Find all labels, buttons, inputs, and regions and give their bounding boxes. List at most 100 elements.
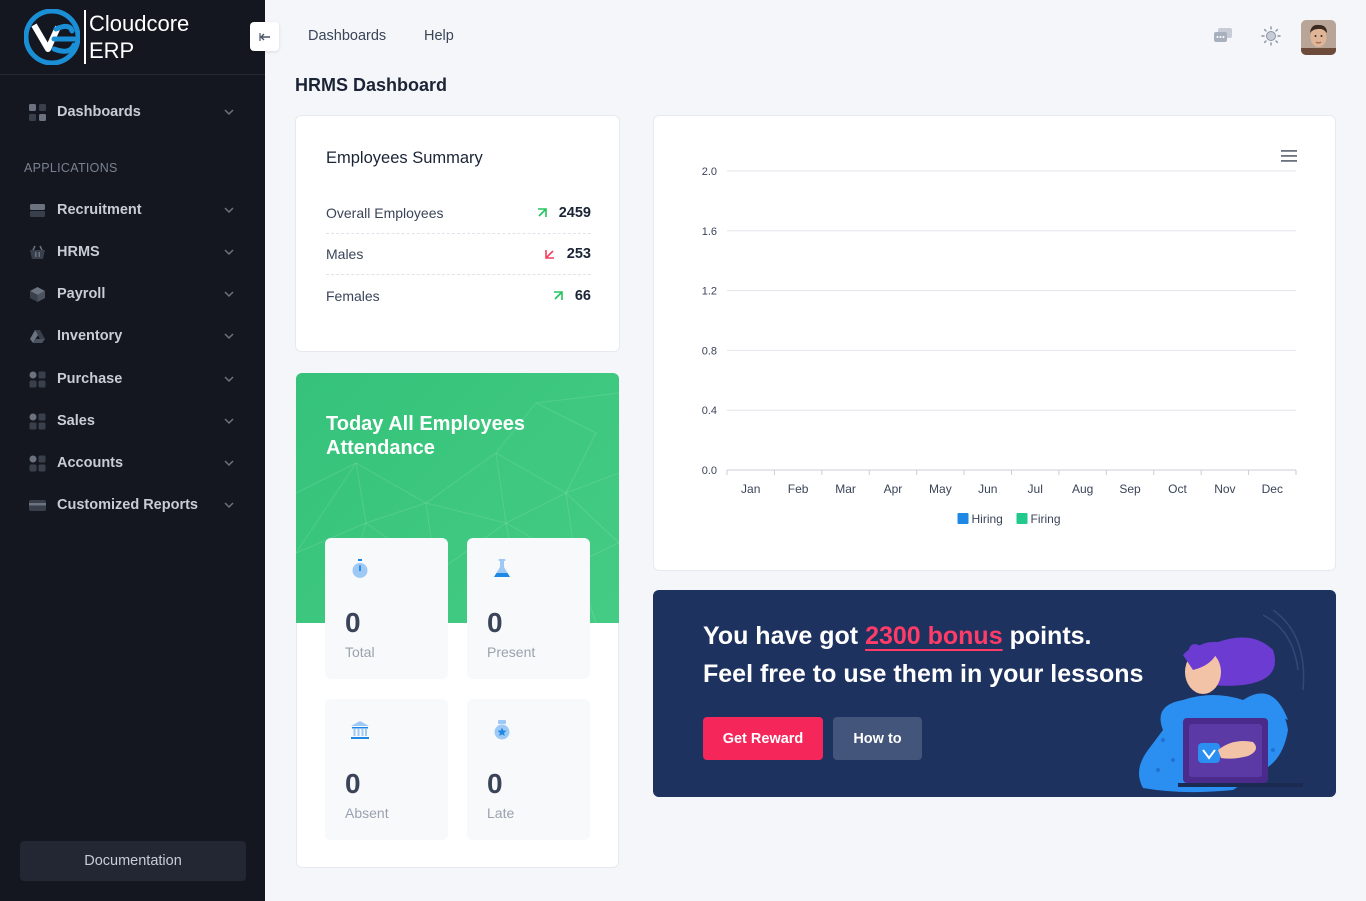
apps-icon (28, 370, 46, 388)
summary-row-value: 66 (574, 287, 591, 304)
sidebar-item-label: Sales (57, 413, 95, 429)
summary-row-males: Males 253 (326, 233, 591, 274)
y-tick-label: 0.0 (702, 465, 717, 477)
tile-label: Absent (345, 805, 389, 821)
chevron-down-icon (224, 207, 234, 214)
sidebar: Cloudcore ERP Dashboards APPLICATIONS Re… (0, 0, 265, 901)
summary-row-females: Females 66 (326, 275, 591, 316)
sidebar-item-label: Customized Reports (57, 497, 198, 513)
trend-down-icon (544, 249, 554, 259)
y-tick-label: 2.0 (702, 166, 717, 178)
basket-icon (28, 243, 46, 261)
sidebar-item-label: Purchase (57, 371, 123, 387)
chevron-down-icon (224, 249, 234, 256)
bonus-banner: You have got 2300 bonus points. Feel fre… (653, 590, 1336, 797)
nav-link-help[interactable]: Help (424, 28, 454, 44)
sidebar-item-purchase[interactable]: Purchase (0, 363, 265, 395)
user-avatar[interactable] (1301, 20, 1336, 55)
x-tick-label: Jun (978, 482, 997, 496)
y-tick-label: 0.8 (702, 345, 717, 357)
attendance-tile-present: 0 Present (467, 538, 590, 679)
x-tick-label: Sep (1119, 482, 1141, 496)
bonus-headline: You have got 2300 bonus points. (703, 622, 1092, 651)
x-tick-label: Aug (1072, 482, 1093, 496)
sun-icon[interactable] (1259, 24, 1283, 48)
attendance-tile-late: 0 Late (467, 699, 590, 840)
tile-value: 0 (345, 607, 361, 638)
attendance-title: Today All Employees Attendance (326, 413, 525, 459)
bank-icon (349, 719, 371, 741)
sidebar-item-accounts[interactable]: Accounts (0, 447, 265, 479)
sidebar-item-sales[interactable]: Sales (0, 405, 265, 437)
summary-row-label: Females (326, 287, 380, 304)
bonus-subline: Feel free to use them in your lessons (703, 660, 1144, 688)
legend-label: Firing (1031, 512, 1061, 526)
tile-value: 0 (487, 607, 503, 638)
sidebar-item-label: Payroll (57, 286, 106, 302)
badge-icon (491, 719, 513, 741)
x-tick-label: Jan (741, 482, 760, 496)
brand-name: Cloudcore ERP (84, 10, 189, 64)
summary-row-value: 253 (566, 245, 591, 262)
sidebar-item-label: Inventory (57, 328, 123, 344)
trend-up-icon (553, 290, 563, 300)
sidebar-item-payroll[interactable]: Payroll (0, 278, 265, 310)
hiring-firing-chart-card: 0.0 0.4 0.8 1.2 1.6 2.0 Jan Feb Mar Apr May Jun Jul A… (653, 115, 1336, 571)
hamburger-menu-icon[interactable] (1281, 150, 1297, 162)
tile-value: 0 (345, 768, 361, 799)
cube-icon (28, 285, 46, 303)
chevron-down-icon (224, 460, 234, 467)
tile-label: Present (487, 644, 536, 660)
legend-swatch (957, 513, 969, 524)
summary-row-value: 2459 (558, 204, 591, 221)
briefcase-icon (28, 201, 46, 219)
divider (326, 233, 591, 234)
trend-up-icon (537, 207, 547, 217)
sidebar-item-inventory[interactable]: Inventory (0, 320, 265, 352)
divider (326, 274, 591, 275)
bonus-prefix: You have got (703, 622, 866, 650)
brand-line1: Cloudcore (84, 10, 189, 37)
y-tick-label: 0.4 (702, 405, 717, 417)
x-tick-label: May (929, 482, 952, 496)
tile-value: 0 (487, 768, 503, 799)
get-reward-button[interactable]: Get Reward (703, 717, 823, 760)
chevron-down-icon (224, 109, 234, 116)
sidebar-item-hrms[interactable]: HRMS (0, 236, 265, 268)
chevron-down-icon (224, 418, 234, 425)
section-label-applications: APPLICATIONS (24, 161, 118, 175)
arrow-left-icon (258, 32, 270, 41)
bonus-highlight: 2300 bonus (865, 622, 1003, 650)
summary-title: Employees Summary (326, 149, 483, 167)
brand-line2: ERP (84, 37, 189, 64)
chevron-down-icon (224, 333, 234, 340)
bonus-suffix: points. (1002, 622, 1092, 650)
grid-icon (28, 103, 46, 121)
sidebar-collapse-button[interactable] (250, 22, 279, 51)
chat-icon[interactable] (1211, 24, 1235, 48)
x-tick-label: Apr (884, 482, 903, 496)
brand[interactable]: Cloudcore ERP (0, 0, 265, 75)
sidebar-item-label: Dashboards (57, 104, 141, 120)
stopwatch-icon (349, 558, 371, 580)
y-tick-label: 1.2 (702, 286, 717, 298)
how-to-button[interactable]: How to (833, 717, 922, 760)
page-title: HRMS Dashboard (295, 75, 448, 95)
x-tick-label: Feb (788, 482, 809, 496)
nav-link-dashboards[interactable]: Dashboards (308, 28, 387, 44)
x-tick-label: Oct (1168, 482, 1187, 496)
x-tick-label: Mar (835, 482, 856, 496)
chevron-down-icon (224, 291, 234, 298)
hiring-firing-chart: 0.0 0.4 0.8 1.2 1.6 2.0 Jan Feb Mar Apr May Jun Jul A… (702, 166, 1297, 526)
x-tick-label: Nov (1214, 482, 1235, 496)
sidebar-item-customized-reports[interactable]: Customized Reports (0, 489, 265, 521)
y-tick-label: 1.6 (702, 226, 717, 238)
cloudcore-logo-icon (24, 9, 80, 65)
documentation-button[interactable]: Documentation (20, 841, 246, 881)
tile-label: Total (345, 644, 375, 660)
sidebar-item-dashboards[interactable]: Dashboards (0, 96, 265, 128)
sidebar-item-recruitment[interactable]: Recruitment (0, 194, 265, 226)
chevron-down-icon (224, 376, 234, 383)
woman-with-laptop-illustration-icon (1139, 610, 1305, 793)
legend-swatch (1016, 513, 1028, 524)
